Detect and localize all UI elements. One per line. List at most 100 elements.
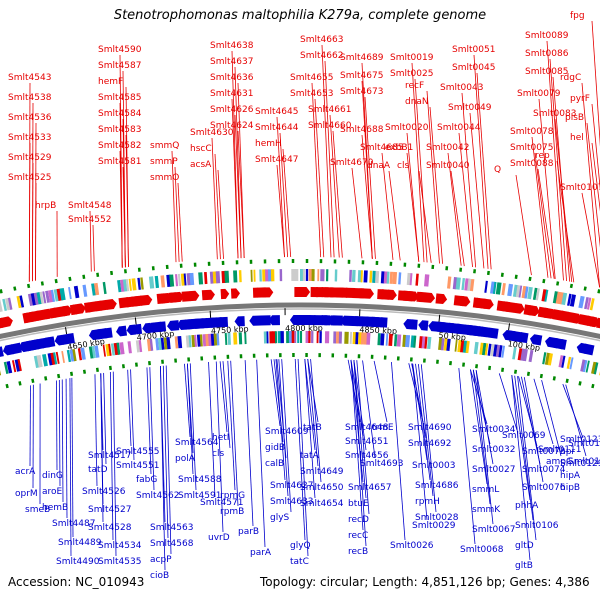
forward-gene-label: Smlt4552 [68, 215, 111, 225]
reverse-gene-label: Smlt0118 [568, 439, 600, 449]
forward-leader-line [581, 82, 600, 288]
reverse-gene-label: Smlt0067 [472, 525, 515, 535]
forward-gene-label: Smlt4688 [340, 125, 384, 135]
reverse-gene-label: trmE [372, 423, 394, 433]
forward-cog-stripe [233, 270, 238, 283]
forward-leader-line [329, 114, 340, 258]
outer-marker [26, 283, 31, 289]
map-title: Stenotrophomonas maltophilia K279a, comp… [113, 8, 487, 23]
forward-cog-stripe [183, 273, 187, 286]
forward-cog-stripe [259, 269, 262, 282]
reverse-gene-arrow [329, 315, 343, 326]
reverse-gene-label: ampC [546, 457, 572, 467]
forward-cog-stripe [302, 269, 305, 282]
forward-cog-stripe [253, 269, 256, 282]
forward-leader-line [426, 90, 440, 264]
reverse-cog-stripe [393, 334, 398, 347]
forward-cog-stripe [515, 285, 521, 298]
reverse-cog-stripe [213, 333, 218, 346]
reverse-gene-label: Smlt4650 [300, 483, 344, 493]
reverse-cog-stripe [127, 341, 132, 354]
reverse-gene-arrow [580, 343, 595, 356]
reverse-leader-line [94, 374, 98, 487]
reverse-cog-stripe [355, 332, 359, 345]
green-markers [0, 259, 600, 389]
forward-leader-line [534, 152, 552, 279]
forward-gene-arrow [0, 316, 13, 328]
outer-marker [500, 272, 504, 277]
reverse-cog-stripe [138, 339, 143, 353]
forward-cog-stripe [294, 269, 299, 282]
reverse-cog-stripe [446, 338, 451, 351]
forward-gene-label: plsB [565, 113, 584, 123]
forward-cog-stripe [386, 271, 390, 284]
forward-cog-stripe [495, 282, 502, 295]
backbone-highlight [0, 308, 600, 342]
reverse-cog-stripe [263, 331, 268, 344]
forward-gene-label: Smlt0043 [440, 83, 483, 93]
reverse-leader-line [109, 371, 114, 541]
inner-marker [591, 383, 595, 389]
outer-marker [514, 274, 518, 279]
forward-gene-label: Smlt4637 [210, 57, 253, 67]
forward-cog-stripe [584, 296, 589, 310]
forward-leader-line [125, 134, 129, 267]
reverse-cog-stripe [36, 354, 43, 368]
reverse-leader-line [420, 364, 437, 513]
reverse-leader-line [391, 361, 406, 541]
forward-gene-arrow [527, 305, 540, 317]
forward-cog-stripe [291, 269, 296, 282]
forward-cog-stripe [586, 297, 592, 310]
forward-gene-label: Smlt4624 [210, 121, 254, 131]
reverse-cog-stripe [91, 346, 96, 359]
reverse-leader-line [511, 375, 531, 501]
forward-leader-line [461, 92, 477, 268]
inner-marker [5, 383, 9, 389]
forward-cog-stripe [59, 287, 66, 301]
reverse-label-leader-lines [29, 358, 587, 571]
forward-leader-line [591, 103, 600, 191]
reverse-gene-arrow [155, 321, 167, 332]
reverse-gene-label: polA [175, 454, 196, 464]
reverse-gene-label: rpmH [415, 497, 440, 507]
forward-cog-stripe [375, 270, 380, 284]
outer-marker [569, 283, 574, 289]
reverse-gene-label: Smlt0123 [560, 435, 600, 445]
reverse-gene-arrow [408, 319, 418, 330]
outer-marker [542, 278, 546, 284]
forward-leader-line [554, 118, 573, 282]
inner-marker [552, 376, 556, 381]
forward-gene-label: Smlt4583 [98, 125, 141, 135]
forward-gene-label: dnaA [367, 161, 391, 171]
forward-leader-line [28, 142, 31, 282]
reverse-gene-label: Smlt4489 [58, 538, 102, 548]
reverse-leader-line [498, 373, 518, 431]
reverse-cog-stripe [0, 370, 2, 376]
forward-gene-label: Smlt0020 [385, 123, 429, 133]
reverse-gene-label: parB [238, 527, 259, 537]
scale-tick-label: 50 kbp [438, 331, 466, 343]
forward-gene-label: Smlt0051 [452, 45, 495, 55]
reverse-cog-stripe [227, 332, 231, 345]
inner-marker [82, 369, 87, 374]
reverse-leader-line [58, 379, 61, 487]
reverse-cog-stripe [233, 332, 238, 345]
inner-marker [539, 373, 543, 379]
reverse-gene-label: Smlt4609 [265, 427, 309, 437]
reverse-gene-label: calB [265, 459, 284, 469]
reverse-leader-line [275, 359, 286, 481]
reverse-cog-stripe [55, 351, 60, 364]
forward-cog-stripe [484, 280, 488, 293]
reverse-cog-stripe [274, 331, 278, 344]
forward-cog-stripe [91, 283, 96, 296]
forward-gene-label: Smlt4689 [340, 53, 384, 63]
reverse-gene-label: hipA [560, 471, 581, 481]
reverse-cog-stripe [102, 344, 106, 357]
reverse-gene-labels: acrA oprM smeB dinG aroE hemB Smlt4487 Smlt4489… [15, 423, 600, 581]
reverse-cog-stripe [66, 349, 72, 363]
forward-gene-label: Smlt4638 [210, 41, 254, 51]
reverse-gene-label: Smlt4627 [270, 481, 313, 491]
outer-marker [486, 270, 490, 276]
forward-gene-arrow [435, 293, 448, 305]
